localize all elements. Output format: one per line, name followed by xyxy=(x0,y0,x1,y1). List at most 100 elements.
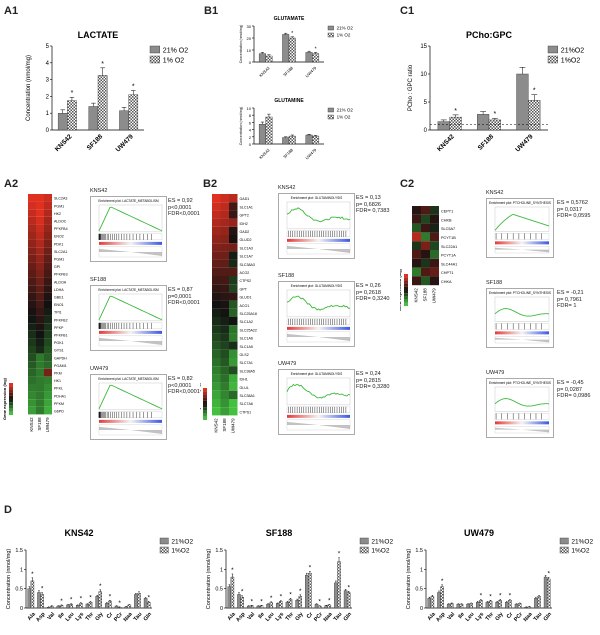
bar-hypoxia xyxy=(489,601,492,608)
bar-hypoxia xyxy=(270,603,273,608)
bar-hypoxia xyxy=(147,602,150,608)
x-tick-label: Leu xyxy=(265,611,276,622)
heatmap-cell xyxy=(28,270,36,278)
gene-label: SLC1A5 xyxy=(240,345,253,349)
heatmap-cell xyxy=(430,250,439,259)
significance-star: * xyxy=(347,584,350,591)
heatmap-cell xyxy=(229,358,238,366)
cell-line-label: SF188 xyxy=(37,417,42,431)
bar-normoxia xyxy=(105,603,108,608)
bar-normoxia xyxy=(517,74,529,130)
glutamate-bar-chart: GLUTAMATE0102030Concentration (nmol/mg)K… xyxy=(236,8,376,88)
heatmap-cell xyxy=(430,276,439,285)
heatmap-cell xyxy=(212,391,221,399)
gsea-statistics: ES = -0,21 p= 0,7961 FDR= 1 xyxy=(557,290,584,310)
color-scale-step xyxy=(203,407,207,410)
bar-normoxia xyxy=(67,605,70,608)
bar-normoxia xyxy=(306,52,313,62)
gsea-plot-title: Enrichment plot: LACTATE_METABOLISM xyxy=(98,288,159,292)
heatmap-cell xyxy=(28,247,36,255)
heatmap-cell xyxy=(412,215,421,224)
significance-star: * xyxy=(60,598,63,605)
gene-label: ENO2 xyxy=(54,235,64,239)
bar-normoxia xyxy=(534,598,537,608)
gene-hit-strip xyxy=(287,319,350,325)
bar-hypoxia xyxy=(137,593,140,608)
bar-hypoxia xyxy=(431,596,434,608)
heatmap-cell xyxy=(44,293,52,301)
bar-normoxia xyxy=(544,577,547,608)
significance-star: * xyxy=(480,592,483,599)
heatmap-cell xyxy=(44,232,52,240)
legend-label: 1%O2 xyxy=(371,548,389,555)
legend-swatch-hypoxia xyxy=(160,547,168,553)
gene-label: SLC38A5 xyxy=(240,369,255,373)
gene-label: GLUD2 xyxy=(240,238,252,242)
heatmap-cell xyxy=(28,278,36,286)
x-tick-label: Thr xyxy=(85,611,96,622)
bar-normoxia xyxy=(428,598,431,608)
y-tick-label: 30 xyxy=(247,24,252,29)
gene-label: PCYT1A xyxy=(441,254,456,258)
bar-hypoxia xyxy=(470,603,473,608)
significance-star: * xyxy=(299,588,302,595)
bar-normoxia xyxy=(325,606,328,608)
x-tick-label: Leu xyxy=(65,611,76,622)
significance-star: * xyxy=(318,599,321,606)
bar-hypoxia xyxy=(289,599,292,608)
color-scale-step xyxy=(404,293,408,296)
color-scale-step xyxy=(9,389,13,392)
heatmap-cell xyxy=(212,243,221,251)
heatmap-cell xyxy=(28,285,36,293)
heatmap-cell xyxy=(44,278,52,286)
bar-normoxia xyxy=(76,605,79,608)
heatmap-cell xyxy=(229,333,238,341)
y-tick-label: 1.5 xyxy=(15,548,23,554)
gsea-cell-line-label: SF188 xyxy=(278,273,294,279)
heatmap-cell xyxy=(229,407,238,415)
legend-swatch-normoxia xyxy=(560,538,568,544)
heatmap-cell xyxy=(229,251,238,259)
bar-normoxia xyxy=(525,607,528,608)
color-scale-step xyxy=(9,412,13,415)
heatmap-cell xyxy=(36,209,44,217)
x-tick-label: SF188 xyxy=(477,133,496,152)
bar-normoxia xyxy=(58,113,67,130)
bar-normoxia xyxy=(306,135,313,144)
b2-gene-expression-heatmap: GAD1SLC1A1GPT2IDH2GAD2GLUD2SLC1A3SLC1A7S… xyxy=(200,188,290,458)
bar-normoxia xyxy=(305,575,308,608)
color-scale-step xyxy=(9,383,13,386)
legend-swatch-normoxia xyxy=(360,538,368,544)
bar-normoxia xyxy=(344,591,347,608)
significance-star: * xyxy=(309,564,312,571)
gsea-statistics: ES = 0,87 p=0,0001 FDR<0,0001 xyxy=(168,287,200,307)
y-tick-label: 5 xyxy=(46,44,50,50)
heatmap-cell xyxy=(430,224,439,233)
gsea-statistics: ES = 0,5762 p= 0,0317 FDR= 0,0595 xyxy=(557,200,590,220)
significance-star: * xyxy=(454,108,457,115)
heatmap-cell xyxy=(221,268,230,276)
heatmap-cell xyxy=(44,240,52,248)
x-tick-label: Tau xyxy=(533,611,544,622)
cell-line-label: UW479 xyxy=(230,418,235,434)
gene-label: PFKFB2 xyxy=(54,318,68,322)
gsea-plot-title: Enrichment plot: GLUTAMINOLYSIS xyxy=(291,196,342,200)
gene-label: GAD1 xyxy=(240,197,250,201)
bar-hypoxia xyxy=(441,587,444,608)
x-tick-label: SF188 xyxy=(86,133,105,152)
heatmap-cell xyxy=(430,232,439,241)
bar-hypoxia xyxy=(537,596,540,608)
bar-normoxia xyxy=(505,602,508,608)
color-scale-step xyxy=(404,274,408,277)
a2-gene-expression-heatmap: SLC2A3PGM1HK2ALDOCPFKFB4ENO2PDK1SLC2A1PG… xyxy=(0,188,90,448)
cell-line-label: KNS42 xyxy=(29,417,34,432)
bar-normoxia xyxy=(125,607,128,608)
y-tick-label: 3 xyxy=(46,78,50,84)
bar-normoxia xyxy=(119,111,128,130)
significance-star: * xyxy=(71,90,74,97)
bar-hypoxia xyxy=(337,562,340,608)
x-tick-label: Tau xyxy=(333,611,344,622)
heatmap-cell xyxy=(421,215,430,224)
bar-normoxia xyxy=(437,593,440,608)
heatmap-cell xyxy=(229,391,238,399)
